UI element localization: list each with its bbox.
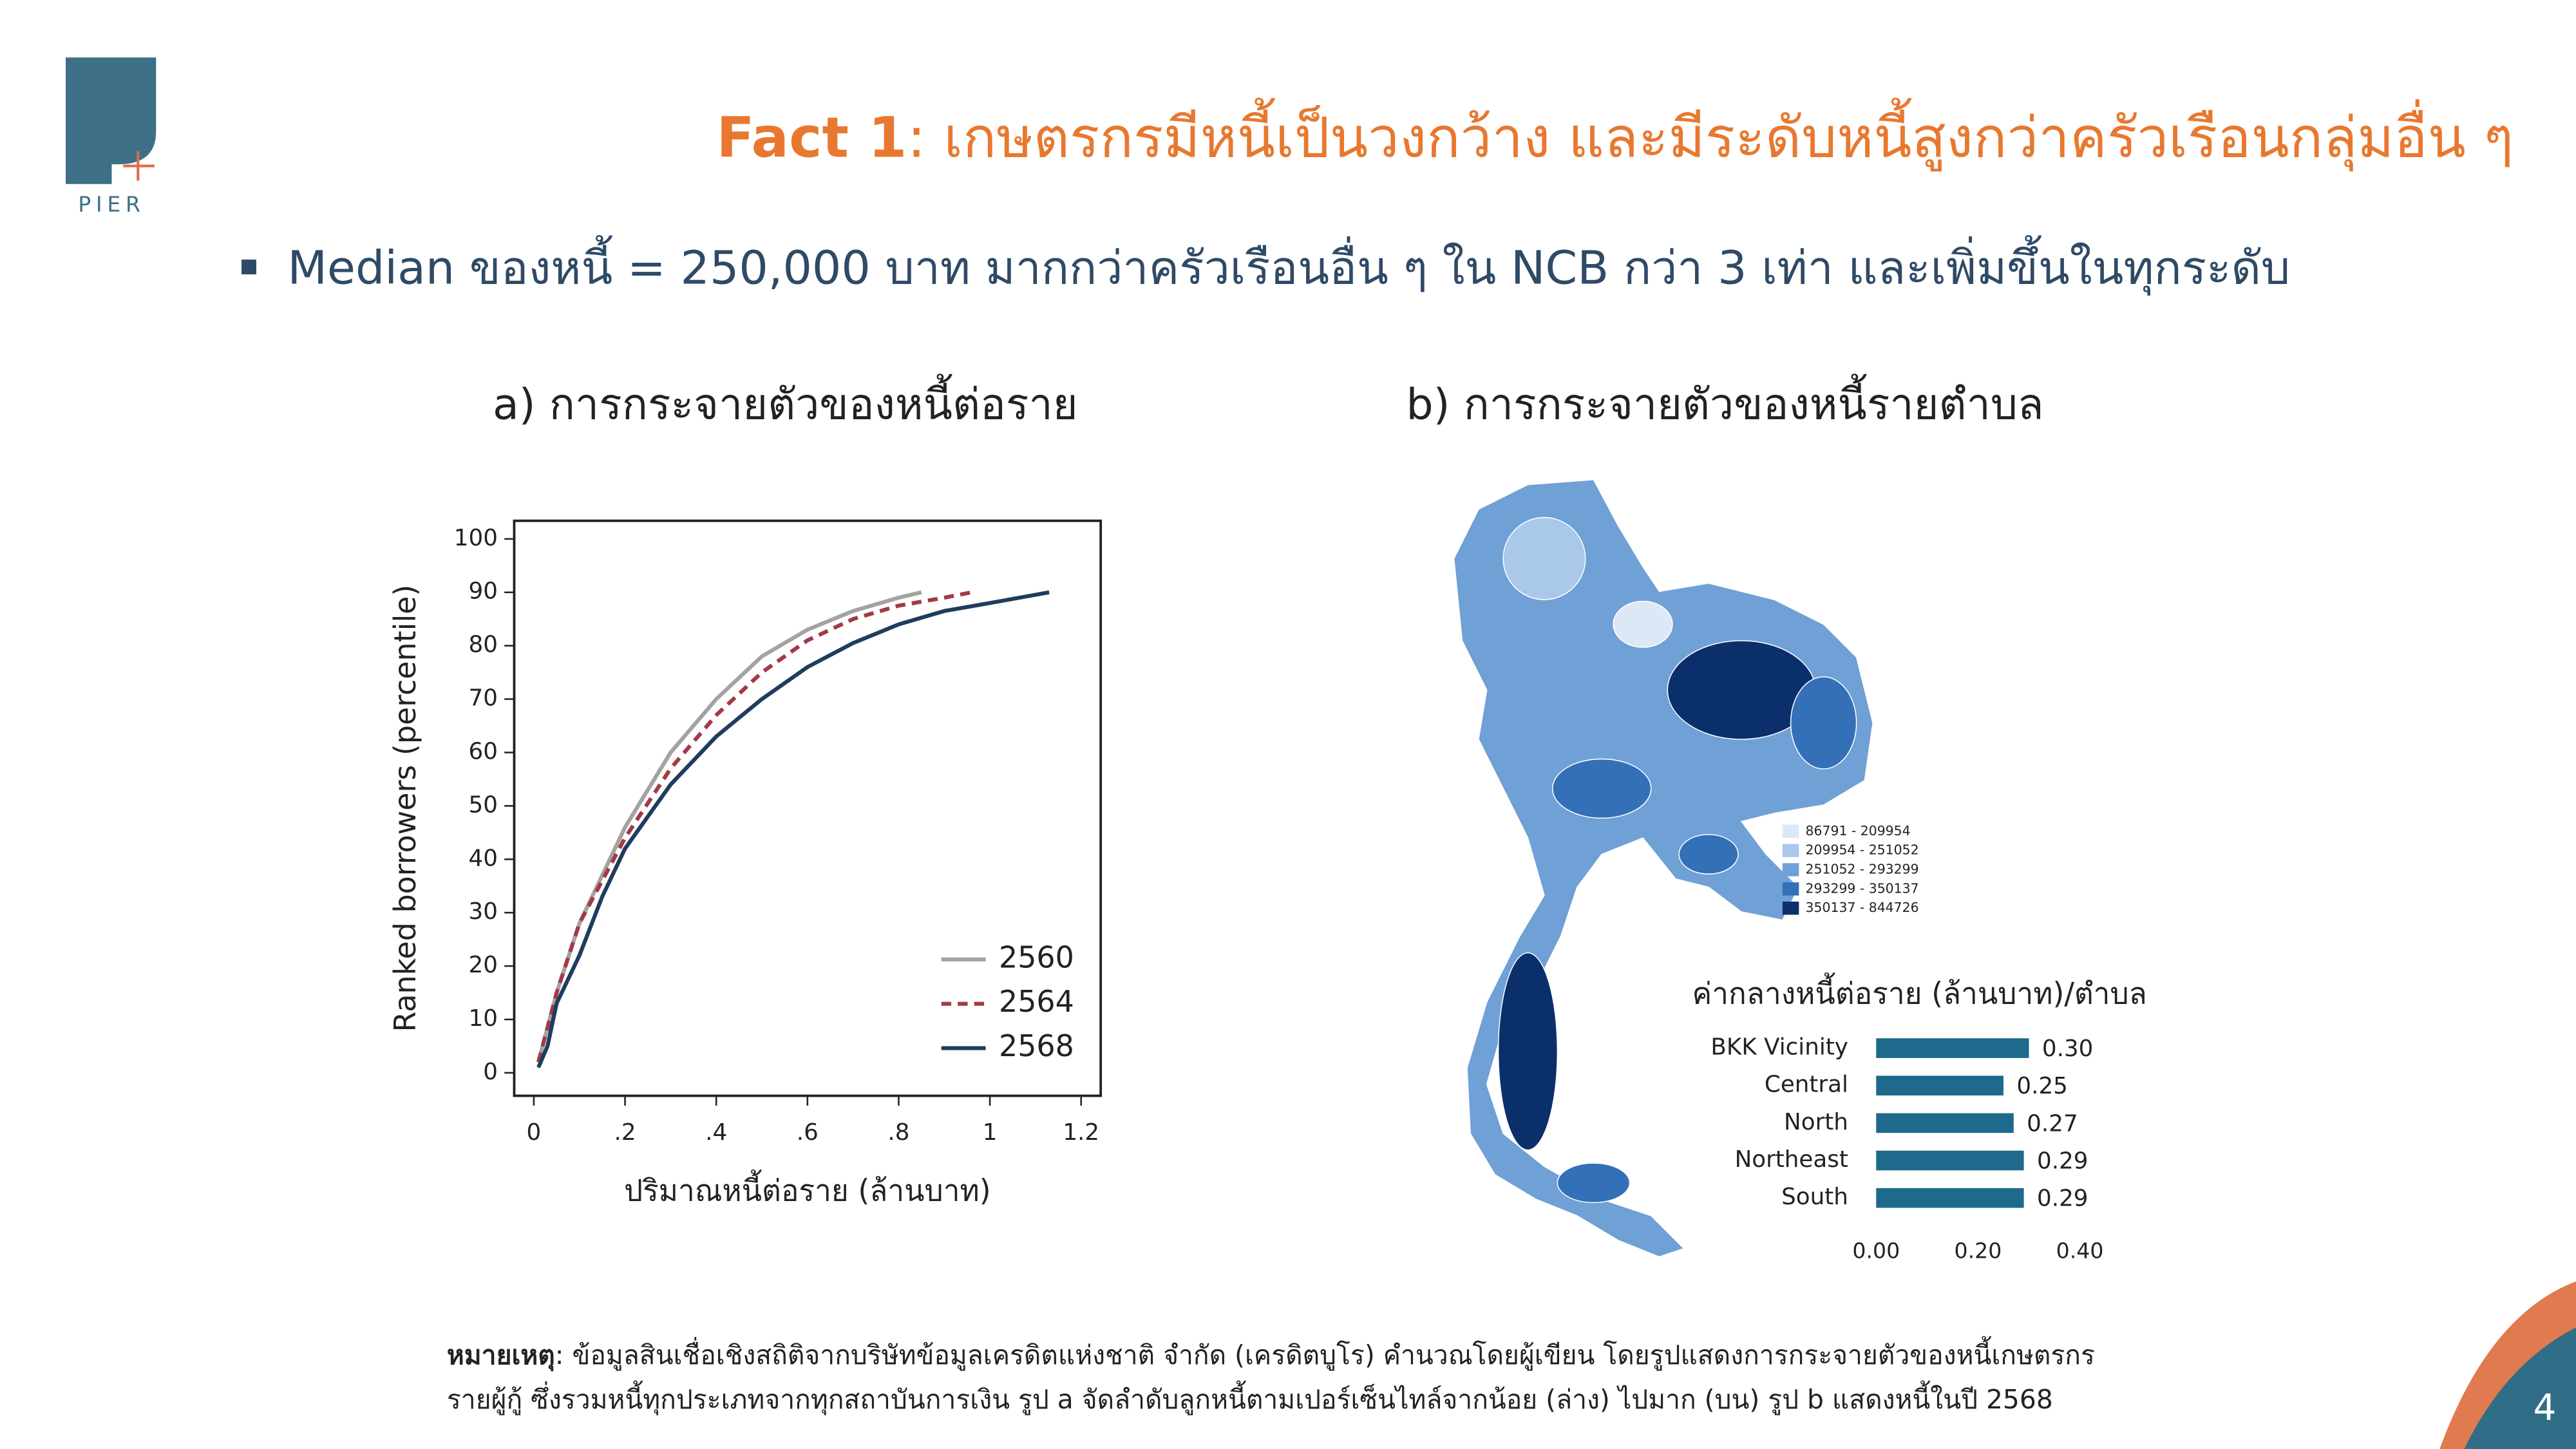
legend-label: 2568 xyxy=(999,1028,1074,1063)
y-axis-label: Ranked borrowers (percentile) xyxy=(388,585,422,1032)
value-label: 0.25 xyxy=(2016,1073,2068,1099)
legend-label: 86791 - 209954 xyxy=(1806,823,1911,838)
legend-label: 350137 - 844726 xyxy=(1806,900,1919,915)
title-text: : เกษตรกรมีหนี้เป็นวงกว้าง และมีระดับหนี… xyxy=(907,97,2514,171)
bar xyxy=(1876,1075,2003,1096)
x-tick-label: 0 xyxy=(527,1119,542,1146)
y-tick-label: 40 xyxy=(469,845,498,871)
legend-swatch xyxy=(1782,844,1799,857)
series-line xyxy=(536,590,1050,1068)
bullet-text: Median ของหนี้ = 250,000 บาท มากกว่าครัว… xyxy=(287,234,2290,296)
bar xyxy=(1876,1188,2024,1208)
legend-label: 209954 - 251052 xyxy=(1806,842,1919,858)
category-label: South xyxy=(1781,1184,1848,1210)
map xyxy=(1453,479,1873,1258)
legend-label: 2560 xyxy=(999,940,1074,974)
x-axis-label: ปริมาณหนี้ต่อราย (ล้านบาท) xyxy=(624,1170,991,1208)
corner-accent xyxy=(2464,1327,2576,1449)
bar xyxy=(1876,1038,2029,1058)
legend-label: 251052 - 293299 xyxy=(1806,862,1919,877)
x-tick-label: 0.00 xyxy=(1852,1238,1900,1263)
value-label: 0.27 xyxy=(2027,1110,2078,1137)
logo-plus xyxy=(123,151,155,181)
note-line: หมายเหตุ: ข้อมูลสินเชื่อเชิงสถิติจากบริษ… xyxy=(447,1336,2095,1372)
logo-mark xyxy=(66,57,156,184)
value-label: 0.29 xyxy=(2037,1186,2088,1212)
legend-swatch xyxy=(1782,863,1799,876)
map-region xyxy=(1613,600,1673,648)
series-line xyxy=(536,590,972,1063)
x-tick-label: 0.20 xyxy=(1955,1238,2002,1263)
legend-swatch xyxy=(1782,824,1799,838)
legend-label: 293299 - 350137 xyxy=(1806,880,1919,896)
note-line: รายผู้กู้ ซึ่งรวมหนี้ทุกประเภทจากทุกสถาบ… xyxy=(447,1380,2053,1416)
y-tick-label: 60 xyxy=(469,738,498,764)
category-label: Central xyxy=(1765,1072,1848,1098)
legend-swatch xyxy=(1782,882,1799,896)
note-label: หมายเหตุ xyxy=(447,1340,555,1372)
map-region xyxy=(1551,758,1652,819)
page-number: 4 xyxy=(2533,1387,2557,1428)
logo-text: PIER xyxy=(78,191,145,216)
x-tick-label: .8 xyxy=(887,1119,909,1146)
map-region xyxy=(1502,516,1586,600)
note-text: : ข้อมูลสินเชื่อเชิงสถิติจากบริษัทข้อมูล… xyxy=(555,1336,2095,1371)
bullet-marker xyxy=(242,260,256,275)
chart-b-title: b) การกระจายตัวของหนี้รายตำบล xyxy=(1406,374,2044,430)
y-tick-label: 10 xyxy=(469,1005,498,1032)
x-tick-label: .6 xyxy=(797,1119,819,1146)
map-region xyxy=(1790,676,1857,770)
y-tick-label: 70 xyxy=(469,685,498,712)
y-tick-label: 30 xyxy=(469,898,498,925)
x-tick-label: 1.2 xyxy=(1063,1119,1099,1146)
y-tick-label: 100 xyxy=(454,525,498,551)
bar xyxy=(1876,1150,2024,1171)
map-region xyxy=(1557,1162,1631,1204)
category-label: North xyxy=(1784,1109,1848,1135)
value-label: 0.29 xyxy=(2037,1148,2088,1175)
y-tick-label: 80 xyxy=(469,632,498,658)
x-tick-label: 0.40 xyxy=(2056,1238,2104,1263)
bar-chart-title: ค่ากลางหนี้ต่อราย (ล้านบาท)/ตำบล xyxy=(1692,972,2147,1010)
category-label: BKK Vicinity xyxy=(1710,1034,1848,1061)
y-tick-label: 50 xyxy=(469,791,498,818)
series-line xyxy=(536,590,922,1063)
x-tick-label: 1 xyxy=(983,1119,998,1146)
category-label: Northeast xyxy=(1735,1146,1848,1173)
chart-a-title: a) การกระจายตัวของหนี้ต่อราย xyxy=(493,374,1077,430)
y-tick-label: 20 xyxy=(469,952,498,978)
value-label: 0.30 xyxy=(2042,1036,2093,1062)
x-tick-label: .4 xyxy=(705,1119,727,1146)
slide-title: Fact 1: เกษตรกรมีหนี้เป็นวงกว้าง และมีระ… xyxy=(716,97,2514,171)
y-tick-label: 90 xyxy=(469,578,498,605)
legend-swatch xyxy=(1782,902,1799,915)
title-prefix: Fact 1 xyxy=(716,105,907,170)
y-tick-label: 0 xyxy=(483,1059,498,1085)
map-region xyxy=(1497,952,1558,1151)
bar xyxy=(1876,1113,2014,1133)
map-region xyxy=(1678,834,1739,875)
legend-label: 2564 xyxy=(999,984,1074,1019)
x-tick-label: .2 xyxy=(614,1119,636,1146)
